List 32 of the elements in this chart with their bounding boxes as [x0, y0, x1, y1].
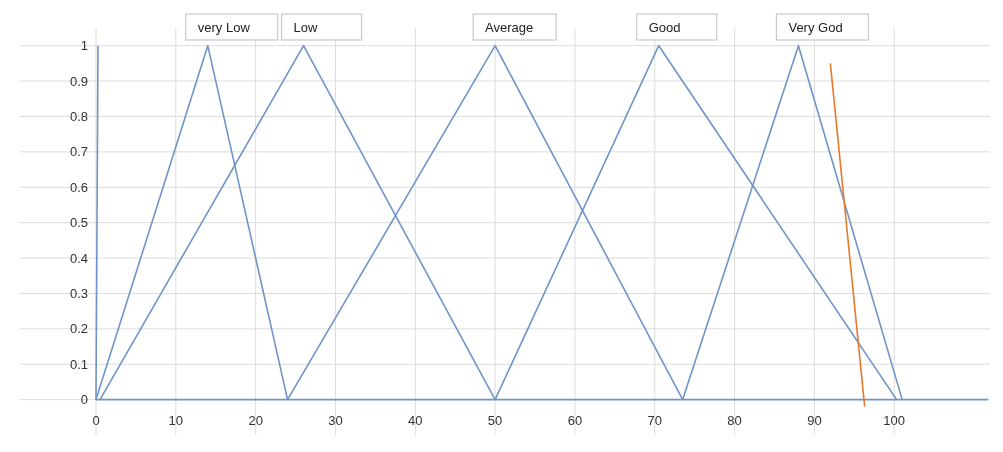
name-label: Very God	[775, 13, 870, 41]
x-tick-label: 80	[727, 413, 742, 428]
y-tick-label: 0.5	[69, 215, 88, 231]
x-tick-label: 100	[883, 413, 906, 428]
y-tick-label: 0.9	[69, 73, 88, 89]
series-label: Average	[485, 20, 534, 35]
series-label: Very God	[788, 20, 843, 35]
y-tick-label: 0	[80, 392, 88, 408]
x-tick-label: 40	[408, 413, 423, 428]
series-label: Good	[648, 20, 681, 35]
y-tick-label: 0.2	[69, 321, 88, 337]
x-tick-label: 50	[487, 413, 503, 428]
y-tick-label: 0.8	[69, 109, 88, 125]
x-tick-label: 70	[647, 413, 662, 428]
name-label: Average	[472, 13, 557, 41]
x-tick-label: 0	[92, 413, 100, 428]
name-label: Low	[280, 13, 363, 41]
y-tick-label: 0.6	[69, 179, 88, 195]
x-tick-label: 60	[567, 413, 583, 428]
series-label: Low	[293, 20, 318, 35]
name-label: Good	[636, 13, 718, 41]
x-tick-label: 30	[328, 413, 343, 428]
series-label: very Low	[197, 20, 251, 35]
y-tick-label: 0.4	[69, 250, 88, 266]
x-tick-label: 20	[248, 413, 263, 428]
y-tick-label: 0.7	[69, 144, 88, 160]
y-tick-label: 0.3	[69, 285, 88, 301]
y-tick-label: 1	[80, 38, 88, 54]
y-tick-label: 0.1	[69, 356, 88, 372]
x-tick-label: 90	[807, 413, 822, 428]
x-tick-label: 10	[168, 413, 184, 428]
name-label: very Low	[185, 13, 279, 41]
